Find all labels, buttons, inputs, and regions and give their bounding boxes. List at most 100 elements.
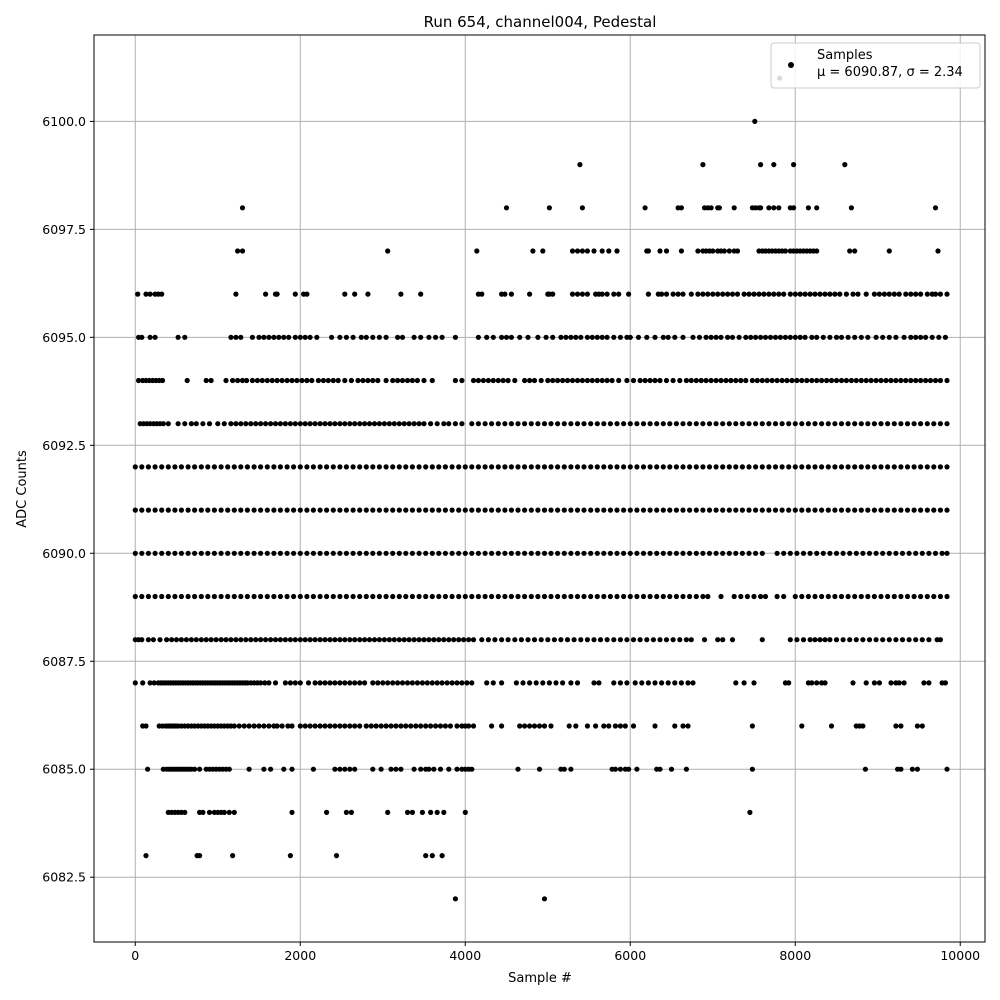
data-point xyxy=(734,291,741,297)
data-point xyxy=(913,377,919,384)
data-point xyxy=(143,723,149,729)
data-point xyxy=(634,593,640,600)
data-point xyxy=(348,377,354,384)
data-point xyxy=(739,464,746,470)
data-point xyxy=(315,377,321,384)
data-point xyxy=(584,291,591,297)
data-point xyxy=(357,723,363,729)
data-point xyxy=(307,723,313,729)
data-point xyxy=(652,334,658,340)
data-point xyxy=(456,593,462,600)
data-point xyxy=(518,637,525,643)
data-point xyxy=(871,680,878,686)
data-point xyxy=(797,334,803,340)
data-point xyxy=(352,680,358,686)
data-point xyxy=(454,766,460,772)
data-point xyxy=(825,507,831,513)
data-point xyxy=(337,766,343,772)
data-point xyxy=(332,680,338,686)
data-point xyxy=(411,766,417,772)
data-point xyxy=(758,593,764,600)
data-point xyxy=(819,593,825,600)
data-point xyxy=(802,291,808,297)
data-point xyxy=(383,507,389,513)
data-point xyxy=(370,507,376,513)
data-point xyxy=(482,593,488,600)
data-point xyxy=(759,377,765,384)
x-axis-label: Sample # xyxy=(508,971,572,986)
data-point xyxy=(739,550,746,556)
data-point xyxy=(921,680,927,686)
data-point xyxy=(599,291,605,297)
data-point xyxy=(904,464,911,470)
data-point xyxy=(680,507,686,513)
data-point xyxy=(495,593,501,600)
data-point xyxy=(819,464,825,470)
data-point xyxy=(726,421,732,427)
data-point xyxy=(548,464,554,470)
data-point xyxy=(418,723,424,729)
data-point xyxy=(342,421,348,427)
data-point xyxy=(746,464,752,470)
data-point xyxy=(767,334,774,340)
data-point xyxy=(297,421,303,427)
data-point xyxy=(657,248,663,254)
y-tick-label: 6092.5 xyxy=(42,438,86,453)
data-point xyxy=(436,550,442,556)
data-point xyxy=(268,637,274,643)
data-point xyxy=(291,464,297,470)
data-point xyxy=(449,593,455,600)
data-point xyxy=(721,248,727,254)
data-point xyxy=(782,334,789,340)
data-point xyxy=(860,723,866,729)
data-point xyxy=(858,377,864,384)
data-point xyxy=(145,593,151,600)
data-point xyxy=(693,550,699,556)
data-point xyxy=(762,334,769,340)
data-point xyxy=(840,637,846,643)
data-point xyxy=(391,637,397,643)
data-point xyxy=(739,507,746,513)
data-point xyxy=(485,377,491,384)
data-point xyxy=(898,723,904,729)
data-point xyxy=(388,766,394,772)
data-point xyxy=(238,464,244,470)
data-point xyxy=(391,421,397,427)
data-point xyxy=(885,464,891,470)
data-point xyxy=(868,377,874,384)
data-point xyxy=(284,593,290,600)
data-point xyxy=(832,291,838,297)
data-point xyxy=(913,291,919,297)
data-point xyxy=(680,464,686,470)
data-point xyxy=(901,680,907,686)
data-point xyxy=(527,291,533,297)
data-point xyxy=(401,637,407,643)
data-point xyxy=(878,507,884,513)
data-point xyxy=(753,334,759,340)
data-point xyxy=(924,421,930,427)
data-point xyxy=(527,680,533,686)
data-point xyxy=(243,637,249,643)
data-point xyxy=(291,550,297,556)
data-point xyxy=(758,162,764,168)
data-point xyxy=(873,550,879,556)
data-point xyxy=(624,637,630,643)
data-point xyxy=(660,464,666,470)
data-point xyxy=(206,421,213,427)
data-point xyxy=(944,550,950,556)
data-point xyxy=(814,205,820,211)
data-point xyxy=(291,507,297,513)
data-point xyxy=(235,248,241,254)
data-point xyxy=(779,377,785,384)
data-point xyxy=(322,723,328,729)
data-point xyxy=(918,507,924,513)
data-point xyxy=(786,680,792,686)
data-point xyxy=(860,550,866,556)
data-point xyxy=(640,421,647,427)
data-point xyxy=(715,637,721,643)
data-point xyxy=(482,464,488,470)
data-point xyxy=(343,593,349,600)
data-point xyxy=(325,377,331,384)
data-point xyxy=(904,507,911,513)
